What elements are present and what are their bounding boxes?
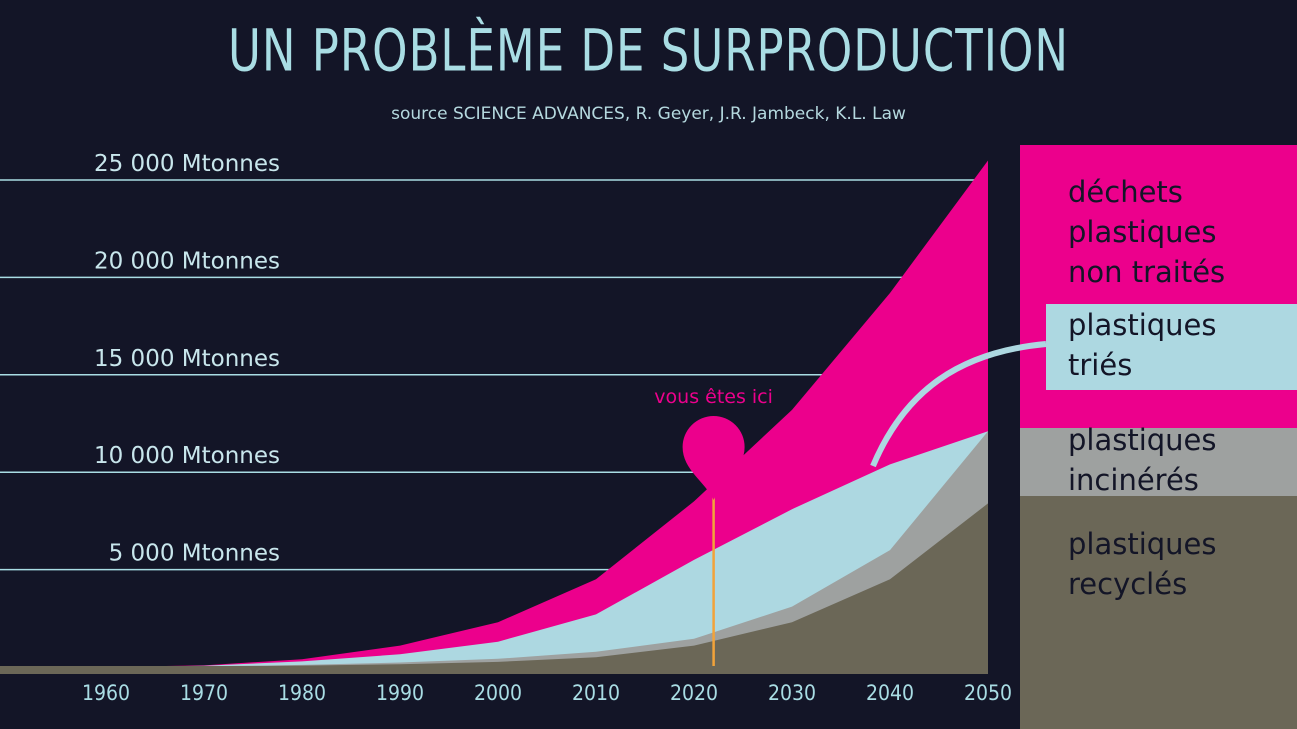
x-tick-label: 2000 (474, 681, 522, 705)
area-series (8, 160, 988, 667)
legend-label: déchets (1068, 175, 1183, 209)
legend-swatch (1020, 496, 1297, 729)
legend-label: plastiques (1068, 423, 1217, 457)
area-plastiques-recyclés (8, 503, 988, 667)
legend-label: incinérés (1068, 463, 1199, 497)
y-tick-label: 20 000 Mtonnes (94, 248, 280, 274)
legend-label: recyclés (1068, 567, 1187, 601)
y-axis-labels: 5 000 Mtonnes 10 000 Mtonnes 15 000 Mtonne… (94, 151, 280, 567)
legend-swatch (1046, 304, 1297, 390)
x-tick-label: 2050 (964, 681, 1012, 705)
x-tick-label: 1980 (278, 681, 326, 705)
legend: déchets plastiques non traités plastiques tr… (1020, 145, 1297, 729)
location-pin-icon (682, 416, 745, 500)
legend-label: plastiques (1068, 527, 1217, 561)
x-axis-labels: 1960 1970 1980 1990 2000 2010 2020 2030 2040 2050 (82, 681, 1012, 705)
area-plastiques-triés (8, 431, 988, 667)
legend-label: triés (1068, 348, 1132, 382)
y-tick-label: 5 000 Mtonnes (109, 541, 280, 567)
x-tick-label: 2030 (768, 681, 816, 705)
annotation-label: vous êtes ici (654, 386, 773, 408)
x-tick-label: 2010 (572, 681, 620, 705)
legend-label: non traités (1068, 255, 1225, 289)
y-tick-label: 25 000 Mtonnes (94, 151, 280, 177)
x-tick-label: 1970 (180, 681, 228, 705)
chart-title: UN PROBLÈME DE SURPRODUCTION (227, 17, 1070, 85)
y-tick-label: 15 000 Mtonnes (94, 346, 280, 372)
legend-connector (870, 341, 1047, 468)
y-tick-label: 10 000 Mtonnes (94, 443, 280, 469)
legend-label: plastiques (1068, 308, 1217, 342)
you-are-here-marker: vous êtes ici (654, 386, 773, 672)
chart-subtitle: source SCIENCE ADVANCES, R. Geyer, J.R. … (391, 104, 906, 124)
x-tick-label: 1990 (376, 681, 424, 705)
separator-bar (988, 140, 1020, 667)
connector-line (870, 341, 1047, 468)
legend-swatch (1020, 428, 1297, 496)
x-axis-baseline (0, 666, 988, 674)
x-tick-label: 1960 (82, 681, 130, 705)
legend-label: plastiques (1068, 215, 1217, 249)
x-tick-label: 2020 (670, 681, 718, 705)
x-tick-label: 2040 (866, 681, 914, 705)
